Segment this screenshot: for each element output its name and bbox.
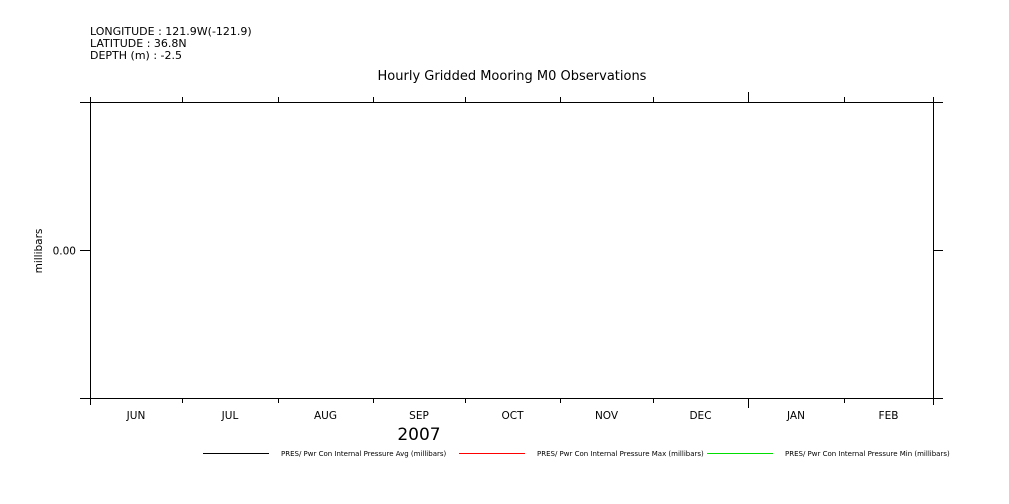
depth-label: DEPTH (m) : -2.5: [90, 49, 182, 62]
latitude-label: LATITUDE : 36.8N: [90, 37, 187, 50]
y-tick-label: 0.00: [53, 246, 76, 258]
x-tick-label: JUL: [221, 410, 239, 422]
x-tick-label: JUN: [126, 410, 146, 422]
x-axis-year-label: 2007: [397, 425, 440, 445]
plot-frame: [80, 98, 943, 405]
x-tick-label: AUG: [314, 410, 337, 422]
longitude-label: LONGITUDE : 121.9W(-121.9): [90, 25, 252, 38]
legend-label: PRES/ Pwr Con Internal Pressure Avg (mil…: [281, 450, 447, 458]
legend-label: PRES/ Pwr Con Internal Pressure Max (mil…: [537, 450, 704, 458]
x-tick-label: OCT: [501, 410, 524, 422]
x-tick-label: JAN: [786, 410, 805, 422]
x-tick-label: NOV: [595, 410, 619, 422]
chart-title: Hourly Gridded Mooring M0 Observations: [378, 69, 647, 84]
x-tick-label: FEB: [879, 410, 899, 422]
legend: PRES/ Pwr Con Internal Pressure Avg (mil…: [203, 450, 950, 458]
x-tick-label: SEP: [409, 410, 429, 422]
y-axis-label: millibars: [33, 229, 45, 274]
legend-label: PRES/ Pwr Con Internal Pressure Min (mil…: [785, 450, 950, 458]
x-tick-label: DEC: [689, 410, 711, 422]
